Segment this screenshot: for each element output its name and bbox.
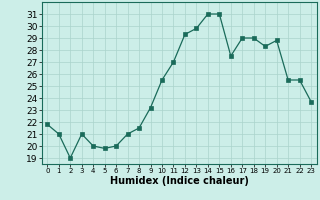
X-axis label: Humidex (Indice chaleur): Humidex (Indice chaleur) xyxy=(110,176,249,186)
